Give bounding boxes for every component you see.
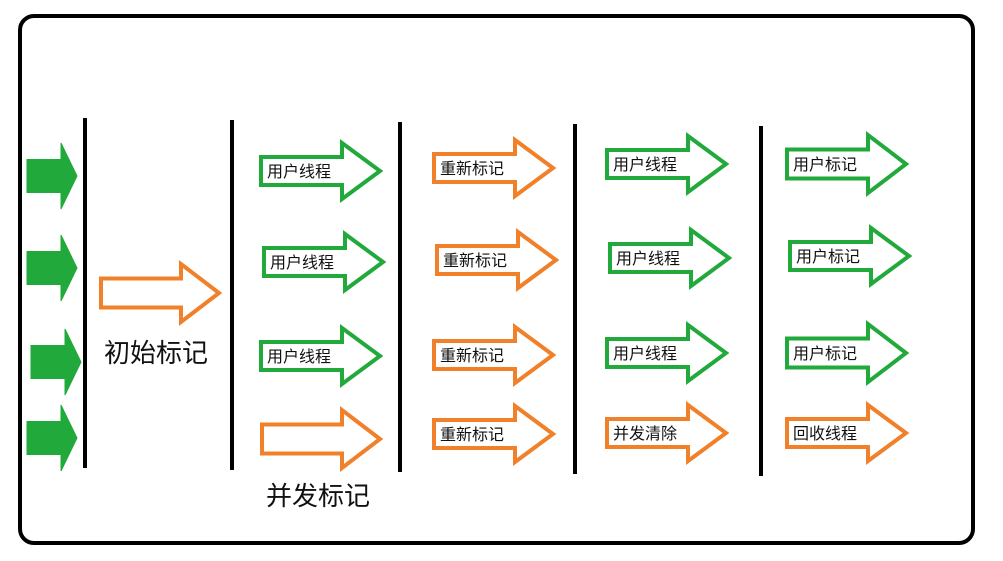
col1-user-thread-arrow-2-label: 用户线程 bbox=[270, 253, 334, 272]
phase-label-concurrent-mark: 并发标记 bbox=[266, 482, 371, 512]
col4-reclaim-thread-arrow-shape bbox=[785, 401, 910, 465]
col4-reclaim-thread-arrow: 回收线程 bbox=[785, 401, 910, 465]
solid-green-arrow-3-shape bbox=[30, 328, 82, 396]
col4-user-mark-arrow-1: 用户标记 bbox=[785, 130, 910, 198]
solid-green-arrow-2-shape bbox=[26, 234, 78, 302]
col4-user-mark-arrow-1-shape bbox=[785, 130, 910, 198]
col2-remark-arrow-3-shape bbox=[432, 323, 557, 387]
col3-concurrent-sweep-arrow-label: 并发清除 bbox=[613, 424, 677, 443]
col3-user-thread-arrow-2-label: 用户线程 bbox=[616, 249, 680, 268]
col4-user-mark-arrow-2-label: 用户标记 bbox=[796, 247, 860, 266]
col2-remark-arrow-4-label: 重新标记 bbox=[440, 425, 504, 444]
col3-user-thread-arrow-3-label: 用户线程 bbox=[613, 344, 677, 363]
col1-user-thread-arrow-1-label: 用户线程 bbox=[267, 162, 331, 181]
solid-green-arrow-1-shape bbox=[26, 142, 78, 210]
col2-remark-arrow-1-label: 重新标记 bbox=[440, 159, 504, 178]
col3-user-thread-arrow-2: 用户线程 bbox=[608, 226, 733, 290]
col3-user-thread-arrow-3: 用户线程 bbox=[605, 321, 730, 385]
col4-user-mark-arrow-3: 用户标记 bbox=[785, 319, 910, 387]
col3-concurrent-sweep-arrow: 并发清除 bbox=[605, 401, 730, 465]
col1-user-thread-arrow-2-shape bbox=[262, 230, 387, 294]
col3-user-thread-arrow-1-shape bbox=[605, 132, 730, 196]
col2-remark-arrow-2-label: 重新标记 bbox=[443, 251, 507, 270]
solid-green-arrow-1 bbox=[26, 142, 78, 210]
col1-concurrent-mark-arrow-shape bbox=[260, 405, 384, 473]
col3-user-thread-arrow-1: 用户线程 bbox=[605, 132, 730, 196]
solid-green-arrow-3 bbox=[30, 328, 82, 396]
col4-user-mark-arrow-3-label: 用户标记 bbox=[793, 344, 857, 363]
col4-reclaim-thread-arrow-label: 回收线程 bbox=[793, 424, 857, 443]
col4-user-mark-arrow-2: 用户标记 bbox=[788, 224, 913, 288]
col3-concurrent-sweep-arrow-shape bbox=[605, 401, 730, 465]
col1-user-thread-arrow-1-shape bbox=[259, 139, 384, 203]
col2-remark-arrow-1: 重新标记 bbox=[432, 136, 557, 200]
col4-user-mark-arrow-2-shape bbox=[788, 224, 913, 288]
col4-user-mark-arrow-3-shape bbox=[785, 319, 910, 387]
col2-remark-arrow-2-shape bbox=[435, 228, 560, 292]
initial-mark-arrow bbox=[99, 259, 223, 327]
col1-concurrent-mark-arrow bbox=[260, 405, 384, 473]
col2-remark-arrow-2: 重新标记 bbox=[435, 228, 560, 292]
solid-green-arrow-4 bbox=[26, 404, 78, 472]
solid-green-arrow-2 bbox=[26, 234, 78, 302]
initial-mark-arrow-shape bbox=[99, 259, 223, 327]
col2-remark-arrow-3-label: 重新标记 bbox=[440, 346, 504, 365]
col1-user-thread-arrow-3-shape bbox=[259, 324, 384, 388]
col2-remark-arrow-4-shape bbox=[432, 402, 557, 466]
col3-user-thread-arrow-2-shape bbox=[608, 226, 733, 290]
col3-user-thread-arrow-1-label: 用户线程 bbox=[613, 155, 677, 174]
col4-user-mark-arrow-1-label: 用户标记 bbox=[793, 155, 857, 174]
phase-label-initial-mark: 初始标记 bbox=[104, 339, 209, 369]
col1-user-thread-arrow-3-label: 用户线程 bbox=[267, 347, 331, 366]
col2-remark-arrow-3: 重新标记 bbox=[432, 323, 557, 387]
col1-user-thread-arrow-2: 用户线程 bbox=[262, 230, 387, 294]
col2-remark-arrow-1-shape bbox=[432, 136, 557, 200]
col1-user-thread-arrow-3: 用户线程 bbox=[259, 324, 384, 388]
col2-remark-arrow-4: 重新标记 bbox=[432, 402, 557, 466]
col3-user-thread-arrow-3-shape bbox=[605, 321, 730, 385]
col1-user-thread-arrow-1: 用户线程 bbox=[259, 139, 384, 203]
solid-green-arrow-4-shape bbox=[26, 404, 78, 472]
